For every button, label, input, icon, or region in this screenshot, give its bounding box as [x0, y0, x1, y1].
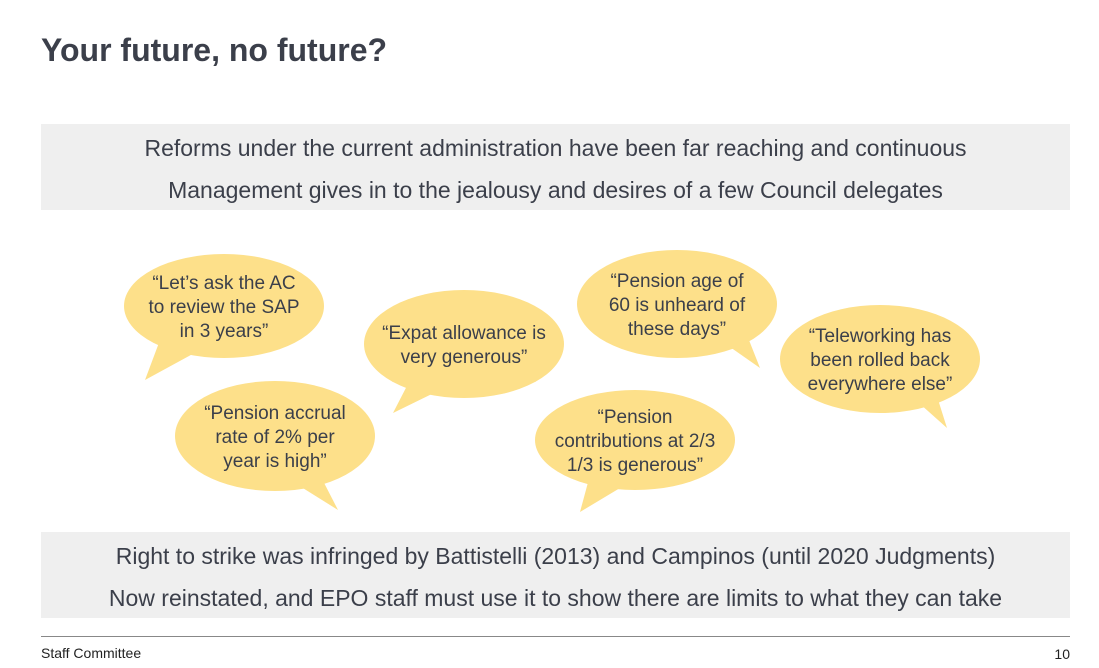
bubble [535, 390, 735, 490]
bubble-text: “Pension age of [610, 271, 744, 292]
bubble [175, 381, 375, 491]
bubble-text: “Pension accrual [204, 403, 346, 424]
bottom-box: Right to strike was infringed by Battist… [41, 532, 1070, 618]
text: Now reinstated, and EPO staff must use i… [108, 585, 1003, 611]
bubble-text: 60 is unheard of [609, 295, 746, 316]
bubble-text: 1/3 is generous” [567, 455, 703, 476]
bubble-text: to review the SAP [148, 297, 299, 318]
bubble [364, 290, 564, 398]
bubble-text: very generous” [401, 347, 528, 368]
text: Right to strike was infringed by Battist… [115, 543, 996, 569]
bubble-text: contributions at 2/3 [555, 431, 716, 452]
bubble [124, 254, 324, 358]
bubble-text: in 3 years” [180, 321, 269, 342]
title: Your future, no future? [41, 32, 388, 68]
bubble-text: been rolled back [810, 350, 950, 371]
rule [41, 636, 1070, 637]
bubble-text: rate of 2% per [215, 427, 335, 448]
page-number: 10 [1054, 646, 1070, 662]
bubble-text: “Pension [598, 407, 673, 428]
bubble [780, 305, 980, 413]
text: Management gives in to the jealousy and … [168, 177, 943, 203]
top-box: Reforms under the current administration… [41, 124, 1070, 210]
bubble-text: these days” [628, 319, 726, 340]
bubble-text: “Expat allowance is [382, 323, 546, 344]
bubble [577, 250, 777, 358]
footer-left: Staff Committee [41, 645, 142, 661]
bubble-text: “Teleworking has [809, 326, 952, 347]
bubble-text: everywhere else” [808, 374, 953, 395]
text: Reforms under the current administration… [144, 135, 967, 161]
bubble-text: year is high” [223, 451, 327, 472]
bubble-text: “Let’s ask the AC [152, 273, 295, 294]
